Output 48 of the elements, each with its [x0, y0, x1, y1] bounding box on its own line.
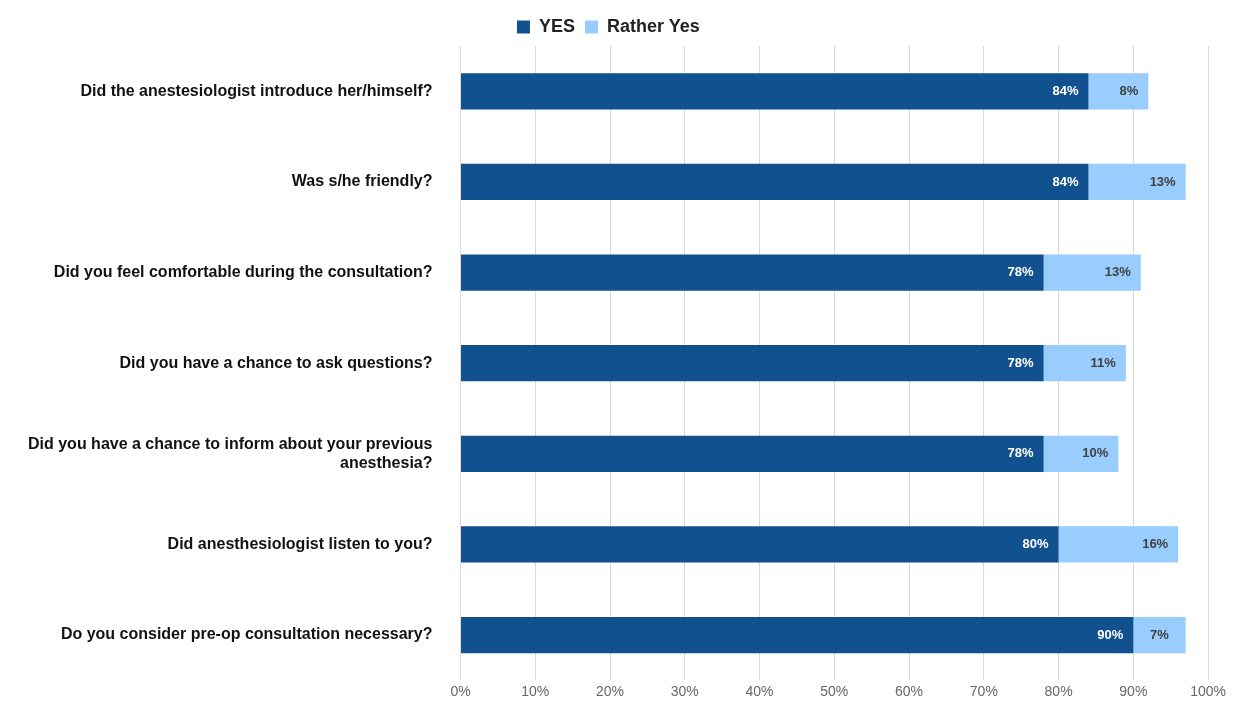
x-tick-label: 20%	[596, 682, 625, 699]
bar	[461, 345, 1044, 382]
data-label: 78%	[1007, 354, 1035, 370]
bar	[461, 73, 1089, 110]
y-tick-label: Do you consider pre-op consultation necessary?	[60, 625, 433, 643]
y-tick-label: Was s/he friendly?	[291, 172, 433, 190]
bar	[461, 254, 1044, 291]
x-tick-label: 60%	[895, 682, 924, 699]
bar	[461, 435, 1044, 472]
bar	[461, 526, 1059, 563]
x-tick-label: 90%	[1119, 682, 1148, 699]
x-tick-label: 80%	[1044, 682, 1073, 699]
bar	[1043, 345, 1126, 382]
x-tick-label: 50%	[820, 682, 849, 699]
data-label: 84%	[1052, 173, 1079, 189]
data-label: 90%	[1097, 626, 1124, 642]
y-tick-label: Did the anestesiologist introduce her/himself?	[80, 81, 433, 99]
x-tick-label: 40%	[745, 682, 774, 699]
bar	[461, 616, 1134, 654]
x-tick-label: 30%	[670, 682, 699, 699]
data-label: 16%	[1142, 536, 1169, 552]
data-label: 11%	[1090, 354, 1117, 370]
bar	[1088, 163, 1186, 201]
x-tick-label: 100%	[1190, 682, 1226, 699]
y-tick-label: Did you have a chance to inform about your previous anesthesia?	[28, 434, 433, 471]
bar	[1043, 435, 1119, 472]
bar	[1058, 526, 1179, 563]
legend-label: Rather Yes	[606, 15, 700, 36]
bar	[1133, 616, 1186, 654]
data-label: 78%	[1007, 264, 1035, 280]
data-label: 8%	[1119, 82, 1139, 98]
data-label: 7%	[1150, 626, 1170, 642]
data-label: 78%	[1007, 445, 1035, 461]
data-label: 80%	[1022, 536, 1050, 552]
y-tick-label: Did anesthesiologist listen to you?	[167, 534, 433, 552]
legend-label: YES	[538, 15, 575, 36]
data-label: 10%	[1082, 445, 1109, 461]
x-tick-label: 10%	[521, 682, 550, 699]
data-label: 84%	[1052, 82, 1079, 98]
x-tick-label: 70%	[969, 682, 998, 699]
bar	[461, 163, 1089, 201]
bar	[1043, 254, 1141, 291]
data-label: 13%	[1104, 264, 1132, 280]
y-tick-label: Did you feel comfortable during the consultation?	[53, 262, 433, 280]
y-tick-label: Did you have a chance to ask questions?	[119, 353, 433, 371]
bar	[1088, 73, 1149, 110]
x-tick-label: 0%	[450, 682, 471, 699]
data-label: 13%	[1149, 173, 1177, 189]
